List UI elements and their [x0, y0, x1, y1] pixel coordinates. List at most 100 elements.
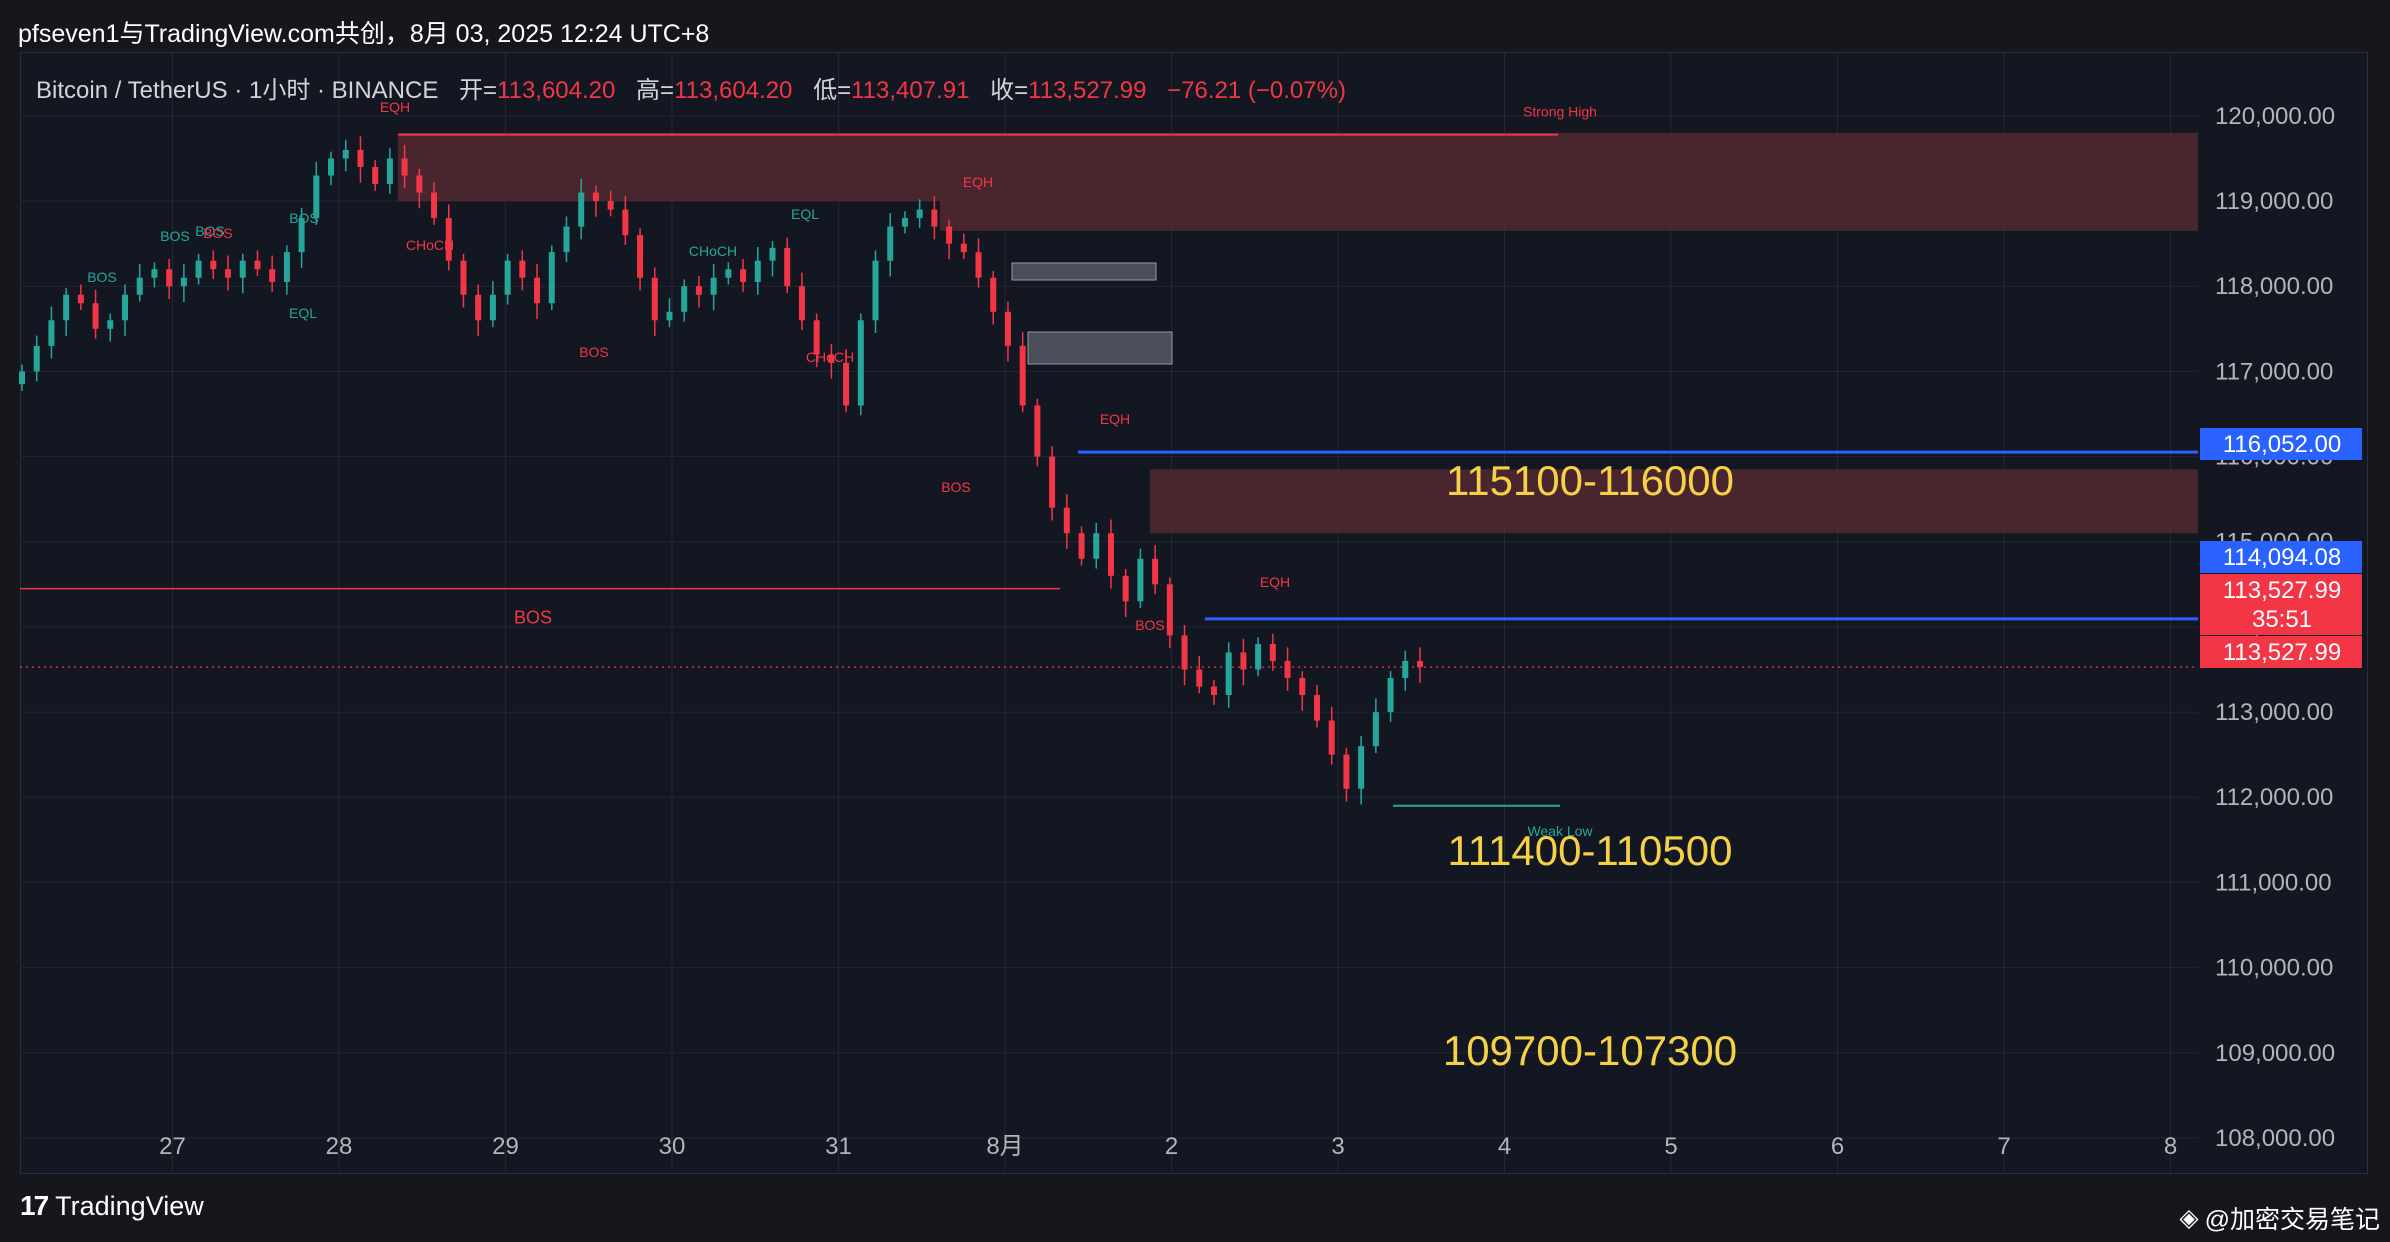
chart-panel[interactable]	[20, 52, 2368, 1174]
structure-marker: BOS	[195, 223, 225, 239]
candle-body	[857, 320, 864, 406]
structure-marker: EQL	[791, 206, 819, 222]
candle-body	[813, 320, 820, 355]
x-tick-label: 30	[659, 1133, 686, 1160]
ohlc-legend: Bitcoin / TetherUS · 1小时 · BINANCE 开=113…	[36, 70, 1346, 105]
candle-body	[1328, 720, 1335, 755]
supply-zone	[398, 132, 2198, 202]
structure-marker: CHoCH	[406, 237, 454, 253]
watermark-text: @加密交易笔记	[2204, 1206, 2380, 1234]
open-label: 开=	[459, 77, 498, 104]
candle-body	[445, 218, 452, 261]
candle-body	[63, 294, 70, 321]
candle-body	[136, 277, 143, 295]
x-tick-label: 5	[1664, 1133, 1677, 1160]
candle-body	[269, 269, 276, 282]
chart-header-title: pfseven1与TradingView.com共创，8月 03, 2025 1…	[18, 20, 710, 48]
structure-marker: EQH	[1100, 411, 1130, 427]
target-zone-label: 109700-107300	[1443, 1027, 1737, 1074]
structure-marker: BOS	[289, 210, 319, 226]
price-label-badge	[2200, 541, 2362, 573]
candle-body	[607, 201, 614, 210]
candle-body	[1313, 695, 1320, 721]
low-label: 低=	[813, 77, 852, 104]
candle-body	[386, 158, 393, 185]
candle-body	[1019, 345, 1026, 406]
candle-body	[1255, 643, 1262, 670]
candle-body	[666, 311, 673, 321]
target-zone-label: 111400-110500	[1448, 827, 1733, 874]
candle-body	[828, 354, 835, 363]
candle-body	[622, 209, 629, 236]
structure-marker: CHoCH	[806, 349, 854, 365]
candle-body	[1049, 456, 1056, 508]
price-label-text: 35:51	[2252, 606, 2312, 633]
y-tick-label: 113,000.00	[2215, 699, 2333, 726]
candle-body	[769, 247, 776, 261]
candle-body	[946, 226, 953, 244]
x-tick-label: 27	[159, 1133, 186, 1160]
candle-body	[460, 260, 467, 295]
x-tick-label: 6	[1831, 1133, 1844, 1160]
candle-body	[1269, 643, 1276, 661]
close-label: 收=	[990, 77, 1029, 104]
candle-body	[843, 362, 850, 406]
y-tick-label: 119,000.00	[2215, 188, 2333, 215]
y-tick-label: 111,000.00	[2215, 869, 2332, 896]
author-watermark: ◈ @加密交易笔记	[2179, 1200, 2380, 1236]
candle-body	[1402, 660, 1409, 679]
candle-body	[1196, 669, 1203, 687]
candle-body	[1387, 678, 1394, 713]
candle-body	[1240, 652, 1247, 670]
candle-body	[210, 260, 217, 270]
candle-body	[1284, 660, 1291, 679]
candle-body	[1343, 754, 1350, 789]
brand-text: TradingView	[55, 1190, 204, 1221]
symbol-label[interactable]: Bitcoin / TetherUS · 1小时 · BINANCE	[36, 77, 439, 104]
candle-body	[254, 260, 261, 270]
price-label-text: 113,527.99	[2223, 639, 2341, 666]
high-value: 113,604.20	[674, 77, 793, 104]
candle-body	[578, 192, 585, 227]
structure-marker: BOS	[941, 479, 971, 495]
candle-body	[1122, 575, 1129, 602]
y-tick-label: 108,000.00	[2215, 1125, 2335, 1152]
x-tick-label: 29	[492, 1133, 519, 1160]
candle-body	[195, 260, 202, 278]
x-tick-label: 28	[326, 1133, 353, 1160]
structure-marker: EQL	[289, 305, 317, 321]
structure-marker: BOS	[579, 344, 609, 360]
candle-body	[548, 252, 555, 304]
structure-marker: BOS	[160, 228, 190, 244]
candle-body	[107, 320, 114, 329]
structure-marker: CHoCH	[689, 243, 737, 259]
candle-body	[48, 320, 55, 346]
candle-body	[77, 294, 84, 304]
candle-body	[342, 149, 349, 159]
candle-body	[151, 269, 158, 278]
open-value: 113,604.20	[497, 77, 616, 104]
price-label-text: 116,052.00	[2223, 431, 2341, 458]
candle-body	[931, 209, 938, 227]
candle-body	[1358, 746, 1365, 789]
candle-body	[1152, 558, 1159, 585]
candle-body	[784, 247, 791, 287]
candle-body	[283, 252, 290, 282]
candle-body	[710, 277, 717, 295]
price-label-badge	[2200, 603, 2362, 635]
candle-body	[681, 286, 688, 312]
candle-body	[1181, 635, 1188, 670]
candle-body	[990, 277, 997, 312]
candle-body	[798, 286, 805, 321]
price-label-badge	[2200, 636, 2362, 668]
close-value: 113,527.99	[1028, 77, 1147, 104]
y-tick-label: 117,000.00	[2215, 358, 2333, 385]
structure-marker: EQH	[963, 174, 993, 190]
candle-body	[92, 303, 99, 329]
tradingview-logo[interactable]: 17 TradingView	[20, 1190, 204, 1222]
target-zone-label: 115100-116000	[1446, 457, 1734, 504]
candle-body	[1210, 686, 1217, 696]
candle-body	[1225, 652, 1232, 696]
y-tick-label: 110,000.00	[2215, 955, 2333, 982]
